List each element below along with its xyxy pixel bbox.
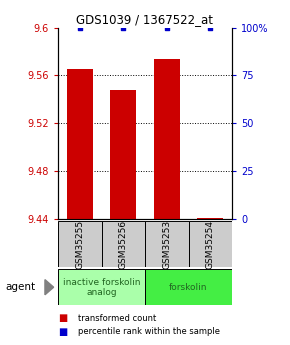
Text: ■: ■ — [58, 327, 67, 337]
Text: transformed count: transformed count — [78, 314, 157, 323]
Bar — [110, 90, 136, 219]
Point — [121, 25, 126, 30]
Point — [77, 25, 82, 30]
Bar — [154, 59, 180, 219]
Bar — [188, 221, 232, 267]
Bar — [197, 218, 223, 219]
Text: GSM35253: GSM35253 — [162, 219, 171, 269]
Bar — [67, 69, 93, 219]
Point — [208, 25, 213, 30]
Text: forskolin: forskolin — [169, 283, 208, 292]
Title: GDS1039 / 1367522_at: GDS1039 / 1367522_at — [77, 13, 213, 27]
Text: GSM35254: GSM35254 — [206, 219, 215, 269]
Bar — [102, 221, 145, 267]
Bar — [145, 269, 232, 305]
Text: GSM35256: GSM35256 — [119, 219, 128, 269]
Text: ■: ■ — [58, 313, 67, 323]
Text: GSM35255: GSM35255 — [75, 219, 84, 269]
Bar — [58, 269, 145, 305]
Bar — [58, 221, 102, 267]
Text: agent: agent — [6, 282, 36, 292]
Bar — [145, 221, 188, 267]
Point — [164, 25, 169, 30]
Text: inactive forskolin
analog: inactive forskolin analog — [63, 277, 140, 297]
Text: percentile rank within the sample: percentile rank within the sample — [78, 327, 220, 336]
